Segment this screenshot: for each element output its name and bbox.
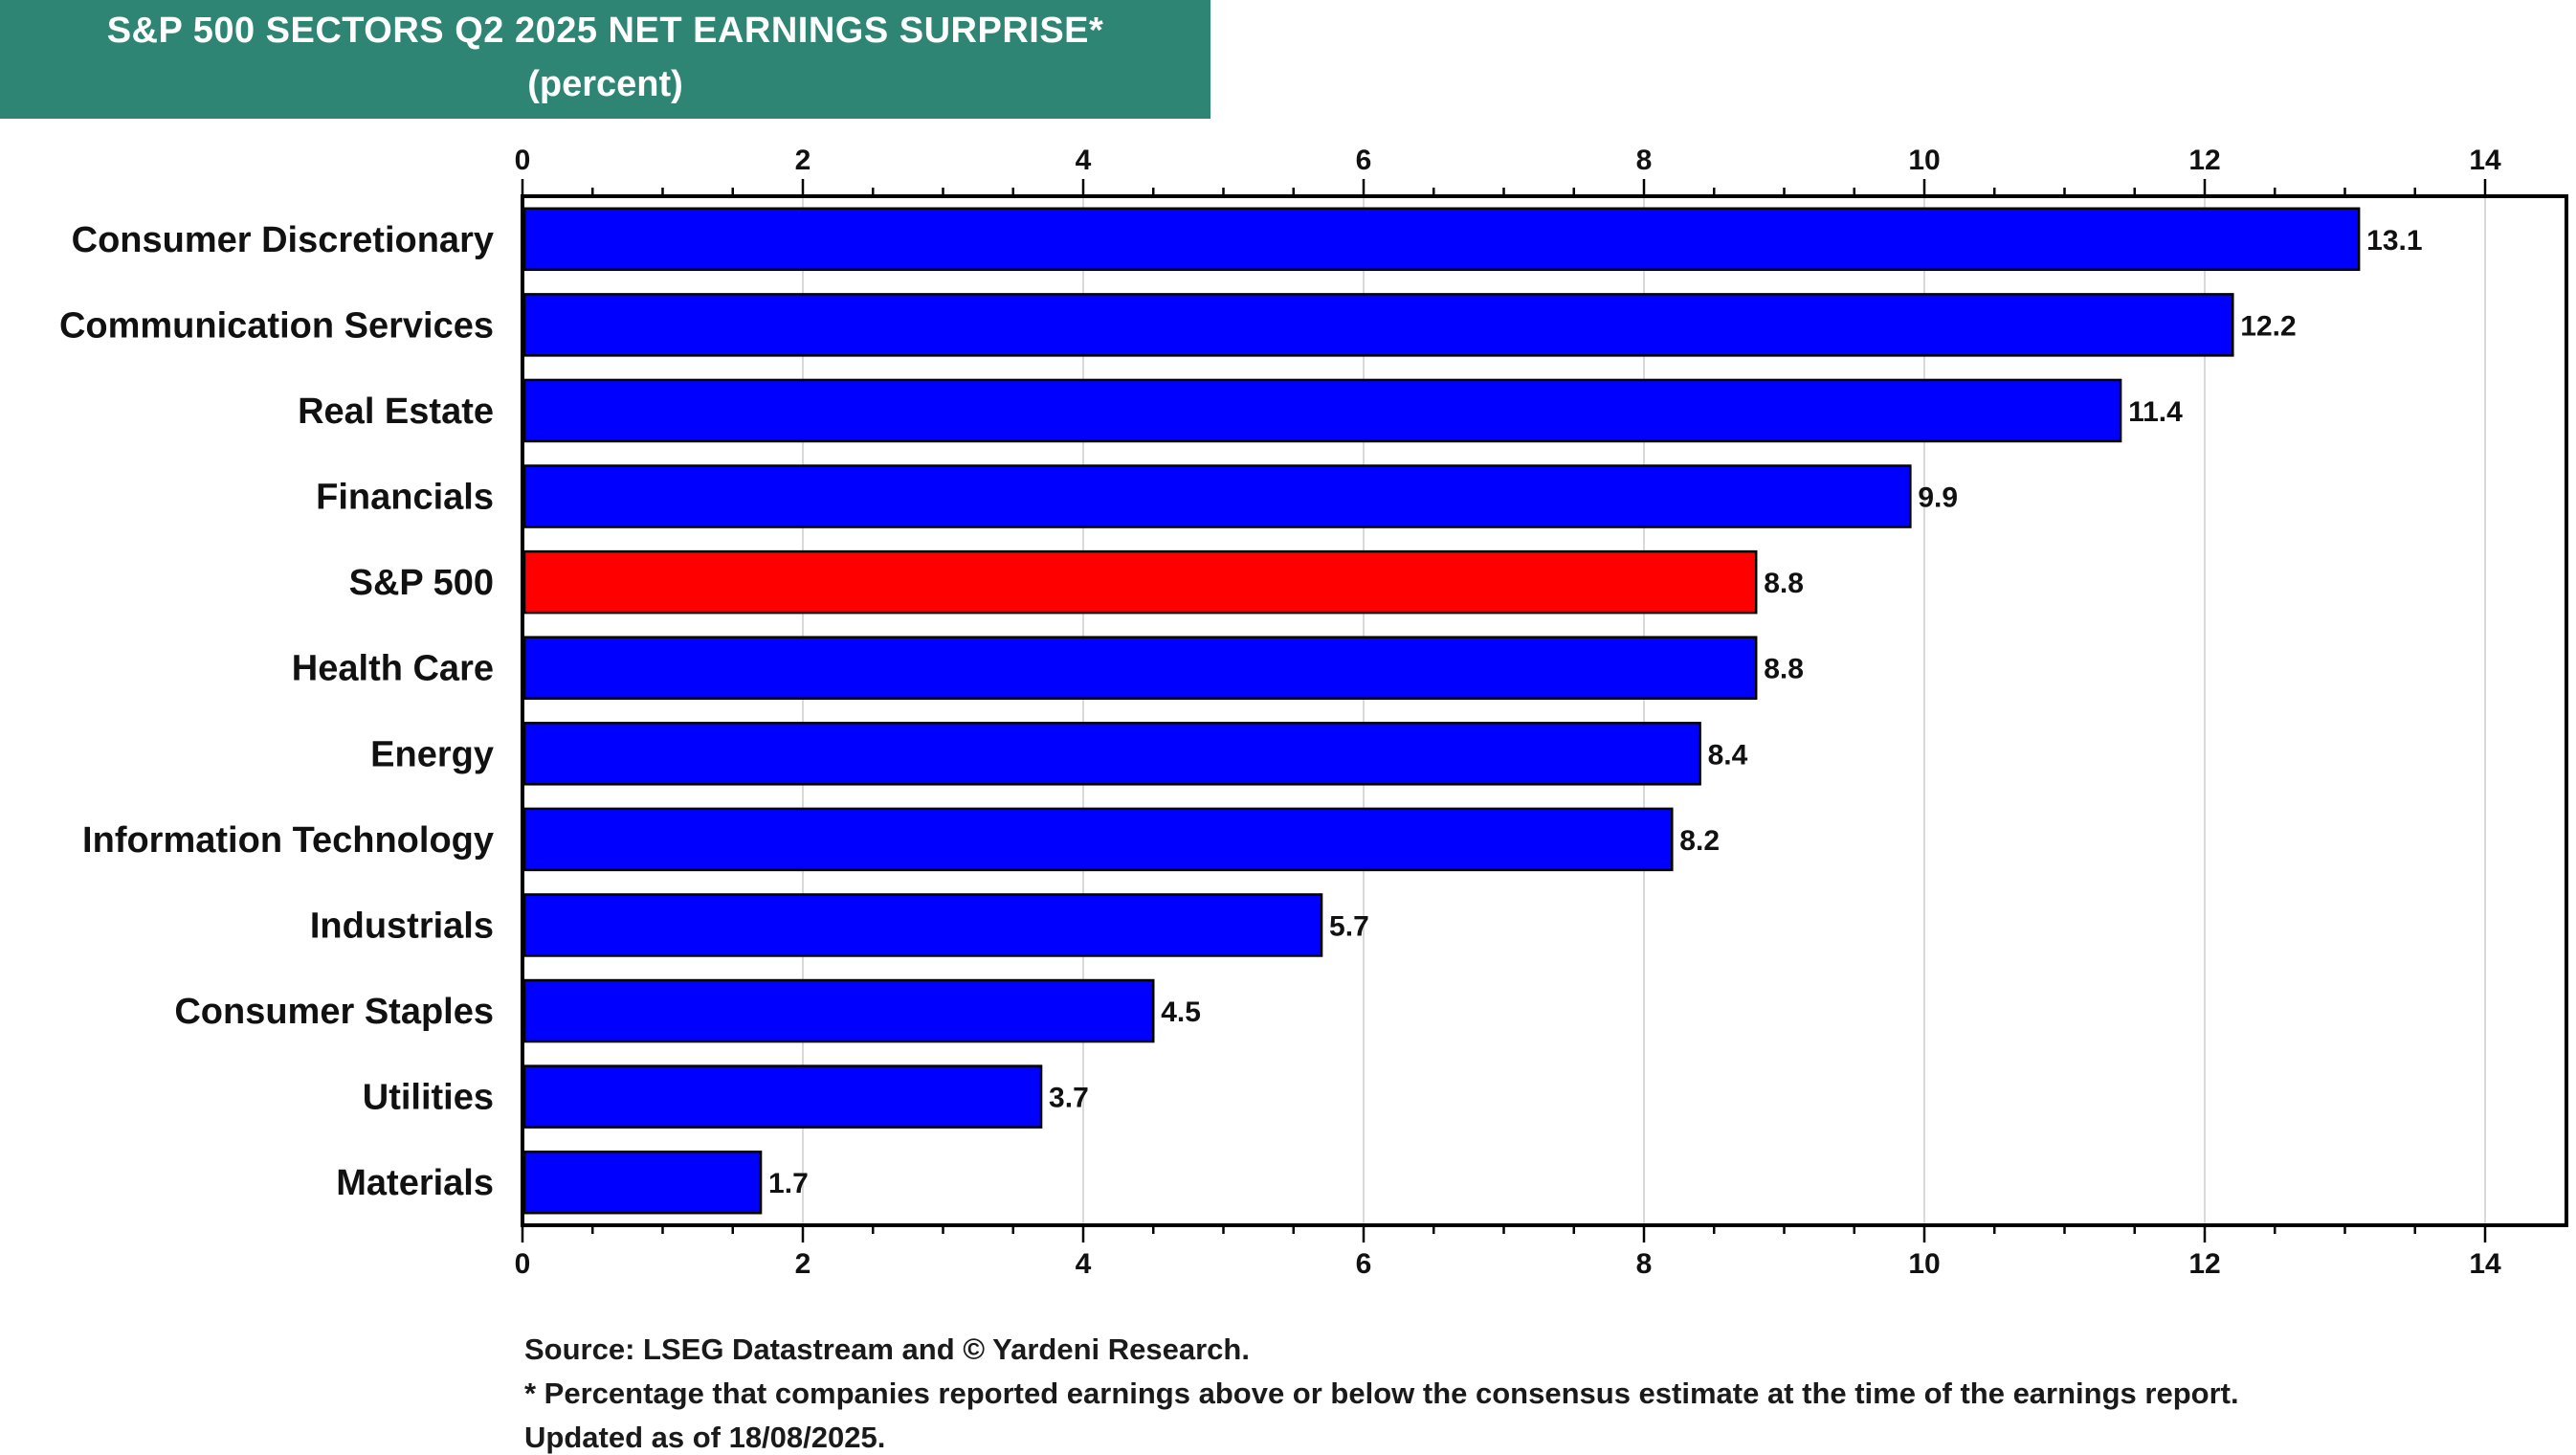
bars [522, 207, 2361, 1215]
category-label: S&P 500 [349, 563, 494, 603]
chart-subtitle: (percent) [527, 64, 683, 104]
category-label: Consumer Staples [174, 992, 494, 1032]
bar [522, 207, 2361, 272]
bar [522, 464, 1912, 528]
category-label: Energy [370, 734, 494, 774]
category-label: Information Technology [82, 820, 494, 861]
category-label: Utilities [363, 1078, 494, 1118]
labels: 13.1 Consumer Discretionary 12.2 Communicat… [59, 145, 2501, 1280]
tick-label-bottom: 12 [2188, 1248, 2220, 1280]
footnote: * Percentage that companies reported ear… [524, 1377, 2239, 1410]
value-label: 8.4 [1708, 739, 1748, 771]
tick-label-top: 14 [2469, 145, 2501, 176]
tick-label-bottom: 8 [1636, 1248, 1653, 1280]
bar [522, 1064, 1043, 1129]
tick-label-top: 4 [1076, 145, 1092, 176]
axis-ticks [521, 179, 2487, 1242]
category-label: Industrials [310, 906, 494, 946]
tick-label-top: 0 [515, 145, 531, 176]
bar [522, 636, 1758, 700]
value-label: 11.4 [2128, 396, 2183, 428]
tick-label-bottom: 10 [1908, 1248, 1940, 1280]
chart-title-banner: S&P 500 SECTORS Q2 2025 NET EARNINGS SUR… [0, 0, 1210, 119]
value-label: 4.5 [1161, 996, 1201, 1028]
bar [522, 293, 2234, 357]
tick-label-top: 2 [795, 145, 811, 176]
category-label: Real Estate [298, 392, 494, 432]
tick-label-top: 6 [1356, 145, 1372, 176]
bar [522, 807, 1674, 872]
value-label: 3.7 [1049, 1083, 1089, 1114]
tick-label-bottom: 4 [1076, 1248, 1092, 1280]
updated-date: Updated as of 18/08/2025. [524, 1421, 886, 1454]
category-label: Health Care [292, 649, 494, 689]
category-label: Consumer Discretionary [72, 220, 494, 260]
tick-label-top: 8 [1636, 145, 1653, 176]
bar-highlight [522, 549, 1758, 615]
value-label: 8.8 [1764, 568, 1804, 599]
bar [522, 722, 1701, 786]
tick-label-bottom: 0 [515, 1248, 531, 1280]
value-label: 13.1 [2366, 225, 2422, 257]
bar [522, 893, 1323, 957]
category-label: Financials [316, 478, 494, 518]
grid-lines [802, 196, 2486, 1225]
tick-label-top: 10 [1908, 145, 1940, 176]
bar [522, 978, 1155, 1043]
value-label: 1.7 [768, 1168, 809, 1199]
value-label: 8.2 [1679, 825, 1720, 857]
plot-frame [521, 194, 2568, 1227]
plot-border [521, 194, 2568, 1227]
bar [522, 378, 2122, 443]
bar [522, 1150, 763, 1215]
tick-label-bottom: 6 [1356, 1248, 1372, 1280]
source-note: Source: LSEG Datastream and © Yardeni Re… [524, 1332, 1250, 1366]
chart-title: S&P 500 SECTORS Q2 2025 NET EARNINGS SUR… [106, 11, 1104, 51]
tick-label-bottom: 2 [795, 1248, 811, 1280]
bar-chart: 13.1 Consumer Discretionary 12.2 Communicat… [59, 145, 2568, 1280]
category-label: Materials [336, 1163, 494, 1203]
value-label: 9.9 [1918, 482, 1958, 514]
tick-label-top: 12 [2188, 145, 2220, 176]
tick-label-bottom: 14 [2469, 1248, 2501, 1280]
value-label: 5.7 [1329, 910, 1369, 942]
value-label: 12.2 [2240, 310, 2296, 342]
category-label: Communication Services [59, 305, 494, 346]
value-label: 8.8 [1764, 654, 1804, 685]
